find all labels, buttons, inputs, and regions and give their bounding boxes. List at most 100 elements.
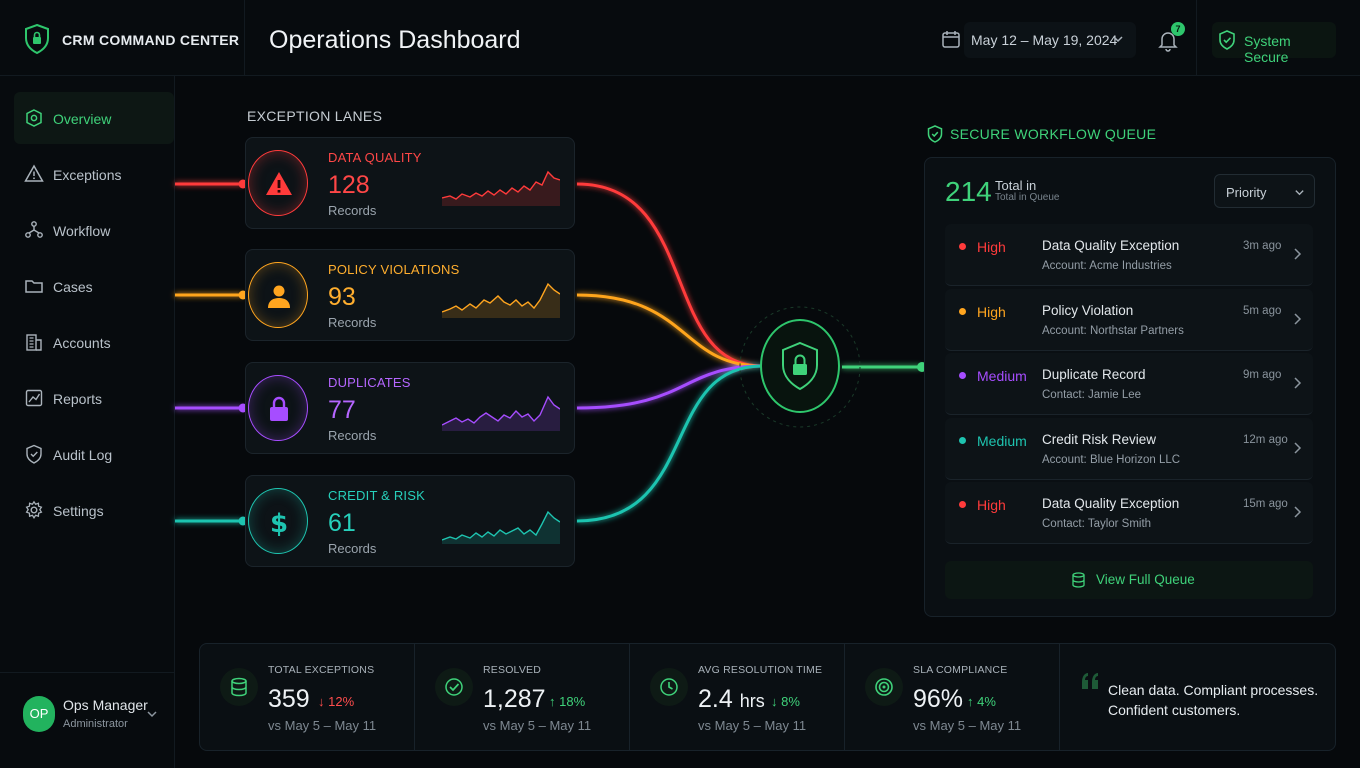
chevron-right-icon xyxy=(1294,312,1302,325)
brand[interactable]: CRM COMMAND CENTER xyxy=(0,0,245,76)
stat-delta-value: 8% xyxy=(781,694,800,709)
queue-row[interactable]: Medium Credit Risk Review Account: Blue Ho… xyxy=(945,417,1313,480)
lane-count: 61 xyxy=(328,509,356,537)
stat-avg-resolution: AVG RESOLUTION TIME 2.4 hrs ↓ 8% vs May … xyxy=(630,644,845,750)
sidebar-item-label: Overview xyxy=(53,111,112,127)
date-range-picker[interactable]: May 12 – May 19, 2024 xyxy=(964,22,1136,58)
stat-icon-circle xyxy=(435,668,473,706)
stat-delta: ↑ 4% xyxy=(967,694,996,709)
queue-row-account: Account: Northstar Partners xyxy=(1042,324,1184,337)
target-icon xyxy=(875,678,893,696)
sidebar-item-audit-log[interactable]: Audit Log xyxy=(14,428,174,480)
sidebar-item-exceptions[interactable]: Exceptions xyxy=(14,148,174,200)
notification-badge: 7 xyxy=(1171,22,1185,36)
queue-total-sub: Total in Queue xyxy=(995,192,1060,203)
lane-sparkline xyxy=(442,395,560,431)
top-header: CRM COMMAND CENTER Operations Dashboard … xyxy=(0,0,1360,76)
queue-row-priority: High xyxy=(977,303,1006,320)
lane-title: POLICY VIOLATIONS xyxy=(328,262,460,277)
database-icon xyxy=(1072,572,1085,588)
page-title: Operations Dashboard xyxy=(269,26,521,54)
sidebar-item-overview[interactable]: Overview xyxy=(14,92,174,144)
user-profile[interactable]: OP Ops Manager Administrator xyxy=(0,672,175,768)
stat-delta: ↓ 8% xyxy=(771,694,800,709)
queue-row-priority: Medium xyxy=(977,432,1027,449)
date-range-text: May 12 – May 19, 2024 xyxy=(971,32,1118,48)
shield-check-icon xyxy=(1219,30,1235,50)
building-icon xyxy=(26,334,42,351)
lane-card-duplicates[interactable]: DUPLICATES 77 Records xyxy=(245,362,575,454)
priority-filter-select[interactable]: Priority xyxy=(1214,174,1315,208)
flow-curve-credit xyxy=(576,364,763,523)
lane-sub: Records xyxy=(328,428,377,443)
lane-count: 128 xyxy=(328,171,370,199)
sidebar-item-reports[interactable]: Reports xyxy=(14,372,174,424)
stat-icon-circle xyxy=(220,668,258,706)
stat-resolved: RESOLVED 1,287 ↑ 18% vs May 5 – May 11 xyxy=(415,644,630,750)
priority-dot xyxy=(959,372,966,379)
queue-row[interactable]: High Data Quality Exception Account: Acme … xyxy=(945,224,1313,286)
queue-row-time: 3m ago xyxy=(1243,240,1282,252)
warning-icon xyxy=(24,164,44,182)
queue-row-title: Data Quality Exception xyxy=(1042,496,1180,511)
queue-row[interactable]: High Policy Violation Account: Northstar P… xyxy=(945,288,1313,351)
svg-text:$: $ xyxy=(270,509,288,536)
sidebar-item-label: Reports xyxy=(53,391,103,407)
warning-icon xyxy=(266,172,292,195)
queue-row-account: Account: Blue Horizon LLC xyxy=(1042,453,1181,466)
sidebar-item-accounts[interactable]: Accounts xyxy=(14,316,174,368)
stat-value: 359 xyxy=(268,685,310,713)
sidebar-item-settings[interactable]: Settings xyxy=(14,484,174,536)
stat-compare: vs May 5 – May 11 xyxy=(483,718,592,733)
arrow-up-icon: ↑ xyxy=(967,694,978,709)
chevron-right-icon xyxy=(1294,377,1302,389)
queue-row-time: 12m ago xyxy=(1243,433,1288,446)
chevron-down-icon xyxy=(1295,190,1304,196)
lane-card-policy-violations[interactable]: POLICY VIOLATIONS 93 Records xyxy=(245,249,575,341)
lane-icon-circle: $ xyxy=(248,488,308,554)
stat-value: 1,287 xyxy=(483,685,546,713)
queue-row[interactable]: High Data Quality Exception Contact: Taylo… xyxy=(945,482,1313,544)
sidebar-item-cases[interactable]: Cases xyxy=(14,260,174,312)
workflow-icon xyxy=(25,221,43,238)
queue-row[interactable]: Medium Duplicate Record Contact: Jamie Lee… xyxy=(945,353,1313,415)
stat-total-exceptions: TOTAL EXCEPTIONS 359 ↓ 12% vs May 5 – Ma… xyxy=(200,644,415,750)
quote-icon xyxy=(1082,673,1098,689)
arrow-up-icon: ↑ xyxy=(549,694,560,709)
dollar-icon: $ xyxy=(270,509,288,536)
bell-icon[interactable] xyxy=(1156,28,1180,52)
secure-hub-icon xyxy=(760,319,840,413)
system-secure-status[interactable]: System Secure xyxy=(1212,22,1336,65)
priority-dot xyxy=(959,243,966,250)
stat-delta-value: 18% xyxy=(559,694,586,709)
lane-sub: Records xyxy=(328,315,377,330)
queue-row-time: 15m ago xyxy=(1243,498,1288,510)
view-full-queue-button[interactable]: View Full Queue xyxy=(945,561,1313,599)
stat-delta-value: 12% xyxy=(328,694,355,709)
lane-sparkline xyxy=(442,170,560,206)
stats-bar: TOTAL EXCEPTIONS 359 ↓ 12% vs May 5 – Ma… xyxy=(199,643,1336,751)
shield-logo-icon xyxy=(25,24,49,54)
lane-icon-circle xyxy=(248,375,308,441)
calendar-icon[interactable] xyxy=(941,29,961,49)
sidebar-item-label: Audit Log xyxy=(53,447,113,463)
lane-sparkline xyxy=(442,510,560,544)
stat-label: TOTAL EXCEPTIONS xyxy=(268,664,375,676)
chart-icon xyxy=(25,389,43,407)
stat-value: 96% xyxy=(913,685,964,713)
chevron-down-icon xyxy=(147,711,157,718)
queue-row-title: Data Quality Exception xyxy=(1042,238,1180,253)
lane-card-data-quality[interactable]: DATA QUALITY 128 Records xyxy=(245,137,575,229)
lane-card-credit-risk[interactable]: $ CREDIT & RISK 61 Records xyxy=(245,475,575,567)
lock-icon xyxy=(270,396,288,421)
sidebar-item-workflow[interactable]: Workflow xyxy=(14,204,174,256)
lane-sparkline xyxy=(442,282,560,318)
folder-icon xyxy=(25,280,43,293)
flow-curve-policy xyxy=(576,293,763,368)
person-icon xyxy=(268,285,290,308)
sidebar-item-label: Accounts xyxy=(53,335,111,351)
sidebar: Overview Exceptions Workflow Cases Accou… xyxy=(0,76,175,768)
workflow-queue-panel: 214 Total in Total in Queue Priority Hig… xyxy=(924,157,1336,617)
lane-title: DUPLICATES xyxy=(328,375,411,390)
priority-dot xyxy=(959,307,966,315)
